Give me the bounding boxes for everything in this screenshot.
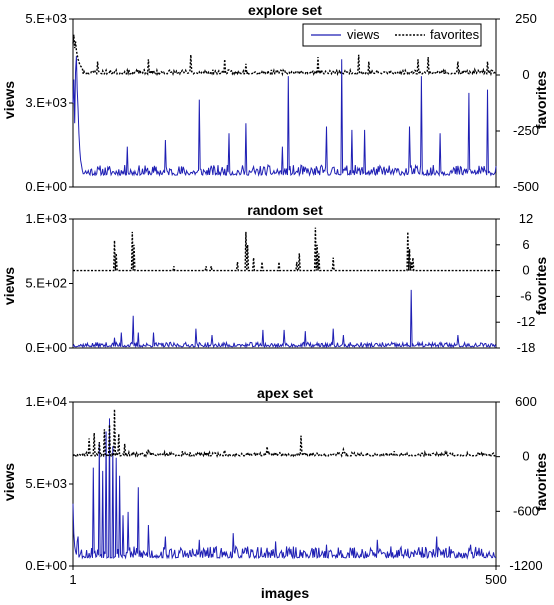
series-line-views: [72, 55, 497, 177]
panel-explore-set: explore set views favorites 0.E+00 3.E+03…: [1, 2, 549, 194]
legend-label-views: views: [347, 27, 380, 42]
panel-random-set: random set views favorites 0.E+00 5.E+02 1…: [1, 202, 549, 355]
y-tick-label: 0.E+00: [25, 340, 67, 355]
y2-tick-label: -600: [513, 503, 539, 518]
y2-axis-label: favorites: [533, 71, 549, 130]
y2-tick-label: 0: [522, 67, 529, 82]
y-axis-label: views: [1, 81, 17, 119]
x-tick-label: 1: [69, 572, 76, 587]
y2-tick-label: 12: [519, 211, 533, 226]
y2-tick-label: 0: [522, 263, 529, 278]
y-tick-label: 0.E+00: [25, 558, 67, 573]
y2-tick-label: -18: [517, 340, 536, 355]
series-line-favorites: [73, 227, 496, 272]
chart-title: apex set: [257, 385, 313, 401]
y-tick-label: 5.E+03: [25, 11, 67, 26]
series-line-views: [72, 418, 496, 560]
y2-axis-label: favorites: [533, 257, 549, 316]
x-axis-label: images: [261, 585, 309, 601]
y-tick-label: 0.E+00: [25, 179, 67, 194]
y-axis-label: views: [1, 463, 17, 501]
panel-apex-set: apex set views favorites 0.E+00 5.E+03 1.E…: [1, 385, 549, 587]
series-line-views: [72, 289, 497, 349]
y2-tick-label: -250: [513, 123, 539, 138]
y-tick-label: 5.E+03: [25, 476, 67, 491]
y-tick-label: 1.E+04: [25, 394, 67, 409]
y2-tick-label: 6: [522, 237, 529, 252]
legend-label-favorites: favorites: [430, 27, 480, 42]
y-tick-label: 3.E+03: [25, 95, 67, 110]
y2-tick-label: 250: [515, 11, 537, 26]
y2-tick-label: -1200: [509, 558, 542, 573]
plot-frame: [72, 401, 497, 567]
y-tick-label: 5.E+02: [25, 276, 67, 291]
y-axis-label: views: [1, 267, 17, 305]
series-line-favorites: [72, 34, 497, 77]
series-line-favorites: [72, 409, 497, 459]
chart-title: random set: [247, 202, 323, 218]
y-tick-label: 1.E+03: [25, 211, 67, 226]
y2-axis-label: favorites: [533, 453, 549, 512]
legend-box: [302, 23, 482, 47]
y2-tick-label: 0: [522, 449, 529, 464]
legend: views favorites: [302, 23, 482, 47]
y2-tick-label: -12: [517, 314, 536, 329]
y2-tick-label: -500: [513, 179, 539, 194]
y2-tick-label: 600: [515, 394, 537, 409]
x-tick-label: 500: [485, 572, 507, 587]
chart-title: explore set: [248, 2, 322, 18]
plot-frame: [72, 218, 497, 349]
y2-tick-label: -6: [520, 288, 532, 303]
